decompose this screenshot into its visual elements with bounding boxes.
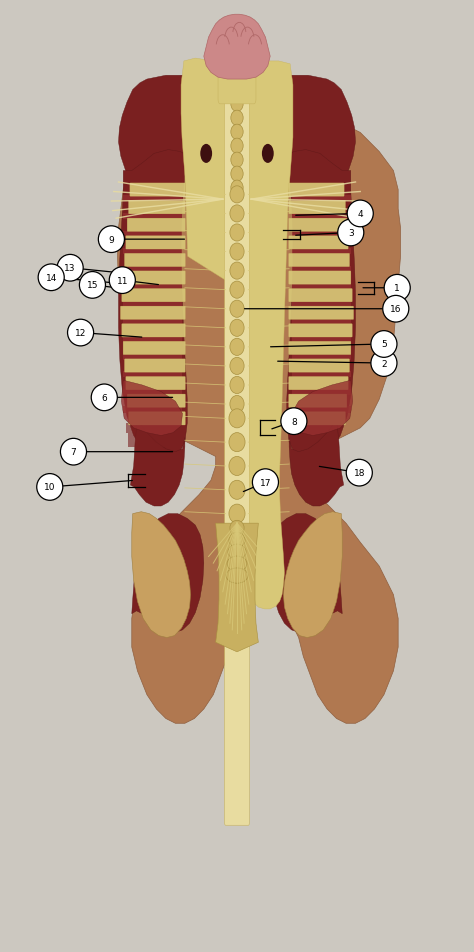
FancyBboxPatch shape: [292, 354, 351, 361]
Ellipse shape: [371, 331, 397, 358]
Text: 10: 10: [44, 483, 55, 492]
Text: 3: 3: [348, 228, 354, 238]
FancyBboxPatch shape: [292, 231, 351, 237]
Polygon shape: [118, 57, 401, 724]
Text: 17: 17: [260, 478, 271, 487]
FancyBboxPatch shape: [292, 213, 351, 220]
Ellipse shape: [230, 396, 244, 413]
FancyBboxPatch shape: [123, 231, 182, 237]
FancyBboxPatch shape: [128, 201, 185, 214]
Text: 7: 7: [71, 447, 76, 457]
Polygon shape: [128, 433, 178, 447]
FancyBboxPatch shape: [218, 57, 256, 105]
FancyBboxPatch shape: [122, 325, 185, 338]
FancyBboxPatch shape: [130, 184, 185, 197]
FancyBboxPatch shape: [289, 360, 349, 373]
FancyBboxPatch shape: [289, 271, 351, 285]
Ellipse shape: [226, 568, 248, 584]
FancyBboxPatch shape: [289, 201, 346, 214]
Ellipse shape: [337, 220, 364, 247]
Text: 2: 2: [381, 359, 387, 368]
Polygon shape: [216, 524, 258, 652]
Ellipse shape: [200, 145, 212, 164]
FancyBboxPatch shape: [292, 196, 351, 202]
FancyBboxPatch shape: [225, 69, 249, 825]
Polygon shape: [283, 512, 342, 638]
FancyBboxPatch shape: [289, 342, 351, 355]
Ellipse shape: [230, 301, 244, 318]
FancyBboxPatch shape: [289, 412, 346, 426]
FancyBboxPatch shape: [123, 302, 182, 307]
FancyBboxPatch shape: [0, 0, 66, 952]
Ellipse shape: [231, 153, 243, 169]
Ellipse shape: [229, 481, 245, 500]
FancyBboxPatch shape: [292, 337, 351, 343]
FancyBboxPatch shape: [289, 219, 347, 232]
Ellipse shape: [109, 268, 136, 294]
Polygon shape: [118, 150, 190, 459]
Text: 9: 9: [109, 235, 114, 245]
Ellipse shape: [262, 145, 274, 164]
Text: 12: 12: [75, 328, 86, 338]
Polygon shape: [126, 424, 180, 433]
Text: 1: 1: [394, 284, 400, 293]
FancyBboxPatch shape: [123, 267, 182, 272]
Ellipse shape: [231, 181, 243, 196]
Ellipse shape: [36, 474, 63, 501]
Polygon shape: [204, 15, 270, 80]
FancyBboxPatch shape: [123, 342, 185, 355]
Ellipse shape: [252, 469, 279, 496]
FancyBboxPatch shape: [292, 267, 351, 272]
Text: 4: 4: [357, 209, 363, 219]
Text: 15: 15: [87, 281, 98, 290]
Ellipse shape: [383, 296, 409, 323]
Ellipse shape: [230, 244, 244, 261]
Text: 14: 14: [46, 273, 57, 283]
Ellipse shape: [230, 358, 244, 375]
Ellipse shape: [231, 111, 243, 127]
FancyBboxPatch shape: [123, 213, 182, 220]
Ellipse shape: [384, 275, 410, 302]
Polygon shape: [270, 514, 342, 633]
FancyBboxPatch shape: [127, 219, 185, 232]
Polygon shape: [284, 150, 356, 459]
Polygon shape: [132, 512, 191, 638]
Polygon shape: [258, 76, 356, 183]
FancyBboxPatch shape: [123, 284, 182, 290]
Ellipse shape: [91, 385, 117, 411]
Polygon shape: [121, 381, 182, 436]
Text: 11: 11: [117, 276, 128, 286]
FancyBboxPatch shape: [123, 271, 185, 285]
Ellipse shape: [80, 272, 105, 299]
FancyBboxPatch shape: [127, 395, 185, 408]
Ellipse shape: [281, 408, 307, 435]
Ellipse shape: [99, 227, 124, 253]
Ellipse shape: [230, 187, 244, 204]
FancyBboxPatch shape: [408, 0, 474, 952]
FancyBboxPatch shape: [123, 389, 182, 396]
Ellipse shape: [230, 225, 244, 242]
FancyBboxPatch shape: [126, 236, 185, 249]
FancyBboxPatch shape: [292, 372, 351, 378]
FancyBboxPatch shape: [289, 254, 349, 268]
FancyBboxPatch shape: [289, 377, 348, 390]
Text: 18: 18: [354, 468, 365, 478]
Ellipse shape: [229, 505, 245, 524]
FancyBboxPatch shape: [289, 395, 347, 408]
FancyBboxPatch shape: [123, 354, 182, 361]
FancyBboxPatch shape: [123, 196, 182, 202]
FancyBboxPatch shape: [126, 377, 185, 390]
Text: 8: 8: [291, 417, 297, 426]
Polygon shape: [289, 419, 344, 506]
FancyBboxPatch shape: [122, 289, 185, 303]
Ellipse shape: [230, 339, 244, 356]
FancyBboxPatch shape: [123, 407, 182, 413]
Ellipse shape: [230, 206, 244, 223]
Ellipse shape: [229, 409, 245, 428]
FancyBboxPatch shape: [123, 248, 182, 255]
Ellipse shape: [231, 125, 243, 140]
FancyBboxPatch shape: [123, 337, 182, 343]
Ellipse shape: [230, 282, 244, 299]
Ellipse shape: [371, 350, 397, 377]
